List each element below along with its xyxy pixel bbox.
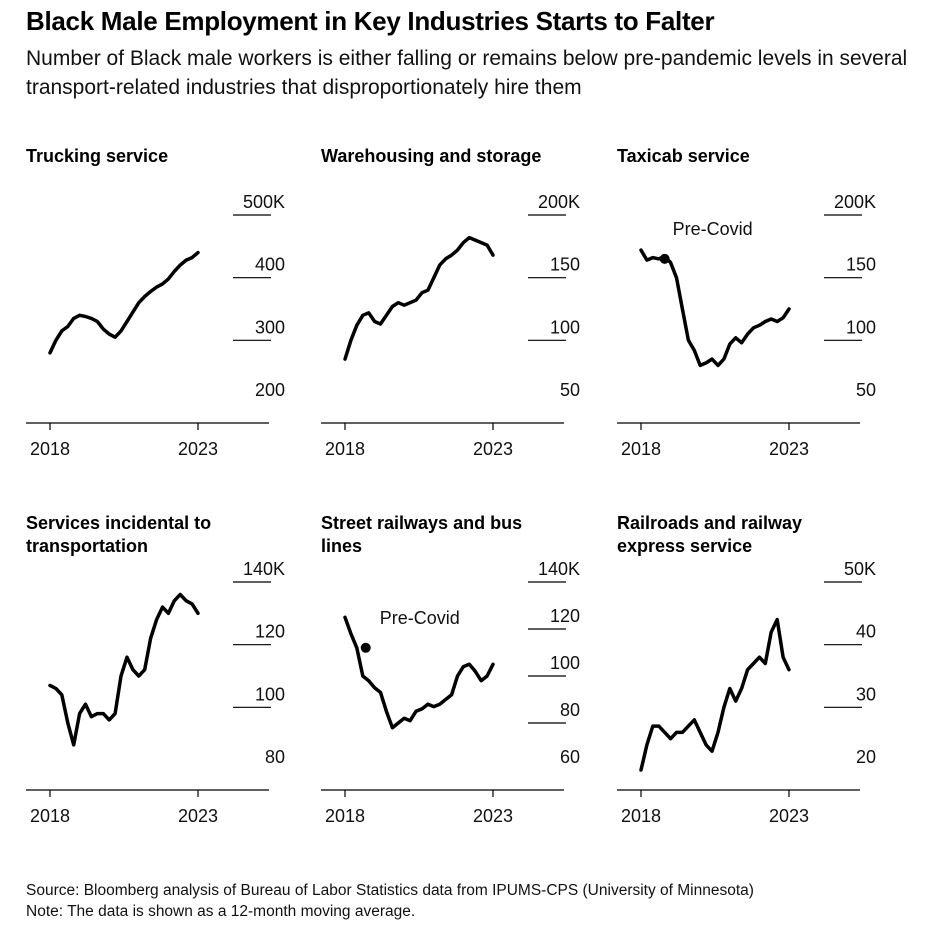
footer: Source: Bloomberg analysis of Bureau of … [26, 880, 754, 922]
x-tick-label: 2023 [769, 806, 809, 826]
annotation-label: Pre-Covid [673, 219, 753, 239]
line-chart-railroads: 20 30 40 50K 2018 2023 [617, 559, 876, 826]
x-tick-label: 2018 [325, 439, 365, 459]
x-tick-label: 2023 [178, 439, 218, 459]
series-line [343, 235, 495, 361]
line-chart-warehousing: 50 100 150 200K 2018 2023 [321, 192, 580, 459]
y-tick-label: 50 [560, 380, 580, 400]
panel-street-railways: Street railways and bus lines 60 80 100 120… [321, 512, 591, 852]
panel-services-incidental: Services incidental to transportation 80… [26, 512, 296, 852]
x-tick-label: 2018 [325, 806, 365, 826]
x-tick-label: 2023 [769, 439, 809, 459]
chart-subtitle: Number of Black male workers is either f… [26, 47, 908, 99]
chart-title: Black Male Employment in Key Industries … [26, 6, 715, 36]
series-line [343, 615, 495, 730]
y-tick-label: 120 [255, 622, 285, 642]
x-tick-label: 2018 [30, 439, 70, 459]
panel-title: Trucking service [26, 146, 169, 166]
series-line [639, 617, 791, 772]
panel-taxicab: Taxicab service 50 100 150 200K 2018 2023 Pre-… [617, 145, 887, 485]
y-tick-label: 100 [550, 653, 580, 673]
y-tick-label: 80 [265, 747, 285, 767]
line-chart-services-incidental: 80 100 120 140K 2018 2023 [26, 559, 285, 826]
y-tick-label: 400 [255, 255, 285, 275]
series-line [639, 248, 791, 368]
panel-title: Warehousing and storage [321, 146, 542, 166]
x-tick-label: 2023 [473, 806, 513, 826]
panel-title: Taxicab service [617, 146, 750, 166]
x-tick-label: 2018 [30, 806, 70, 826]
annotation-marker [659, 253, 670, 264]
panel-title: Railroads and railway express service [617, 513, 803, 556]
line-chart-trucking: 200 300 400 500K 2018 2023 [26, 192, 285, 459]
x-tick-label: 2023 [473, 439, 513, 459]
y-tick-label: 300 [255, 317, 285, 337]
y-tick-label: 500K [243, 192, 285, 212]
x-tick-label: 2018 [621, 439, 661, 459]
series-line [48, 250, 200, 355]
y-tick-label: 150 [550, 255, 580, 275]
panel-title: Services incidental to transportation [26, 513, 212, 556]
y-tick-label: 100 [846, 317, 876, 337]
y-tick-label: 140K [538, 559, 580, 579]
data-note: Note: The data is shown as a 12-month mo… [26, 903, 416, 920]
y-tick-label: 200 [255, 380, 285, 400]
y-tick-label: 140K [243, 559, 285, 579]
y-tick-label: 100 [550, 317, 580, 337]
x-tick-label: 2023 [178, 806, 218, 826]
y-tick-label: 60 [560, 747, 580, 767]
panel-warehousing: Warehousing and storage 50 100 150 200K 2018… [321, 145, 591, 485]
panel-trucking: Trucking service 200 300 400 500K 2018 2023 [26, 145, 296, 485]
annotation-label: Pre-Covid [380, 608, 460, 628]
series-line [48, 592, 200, 747]
source-note: Source: Bloomberg analysis of Bureau of … [26, 882, 754, 899]
y-tick-label: 40 [856, 622, 876, 642]
y-tick-label: 30 [856, 684, 876, 704]
line-chart-street-railways: 60 80 100 120 140K 2018 2023 Pre-Covid [321, 559, 580, 826]
panel-title: Street railways and bus lines [321, 513, 523, 556]
y-tick-label: 200K [834, 192, 876, 212]
y-tick-label: 200K [538, 192, 580, 212]
y-tick-label: 20 [856, 747, 876, 767]
line-chart-taxicab: 50 100 150 200K 2018 2023 Pre-Covid [617, 192, 876, 459]
y-tick-label: 150 [846, 255, 876, 275]
y-tick-label: 100 [255, 684, 285, 704]
y-tick-label: 50K [844, 559, 876, 579]
panel-railroads: Railroads and railway express service 20… [617, 512, 887, 852]
x-tick-label: 2018 [621, 806, 661, 826]
y-tick-label: 120 [550, 606, 580, 626]
y-tick-label: 80 [560, 700, 580, 720]
annotation-marker [360, 642, 371, 653]
y-tick-label: 50 [856, 380, 876, 400]
